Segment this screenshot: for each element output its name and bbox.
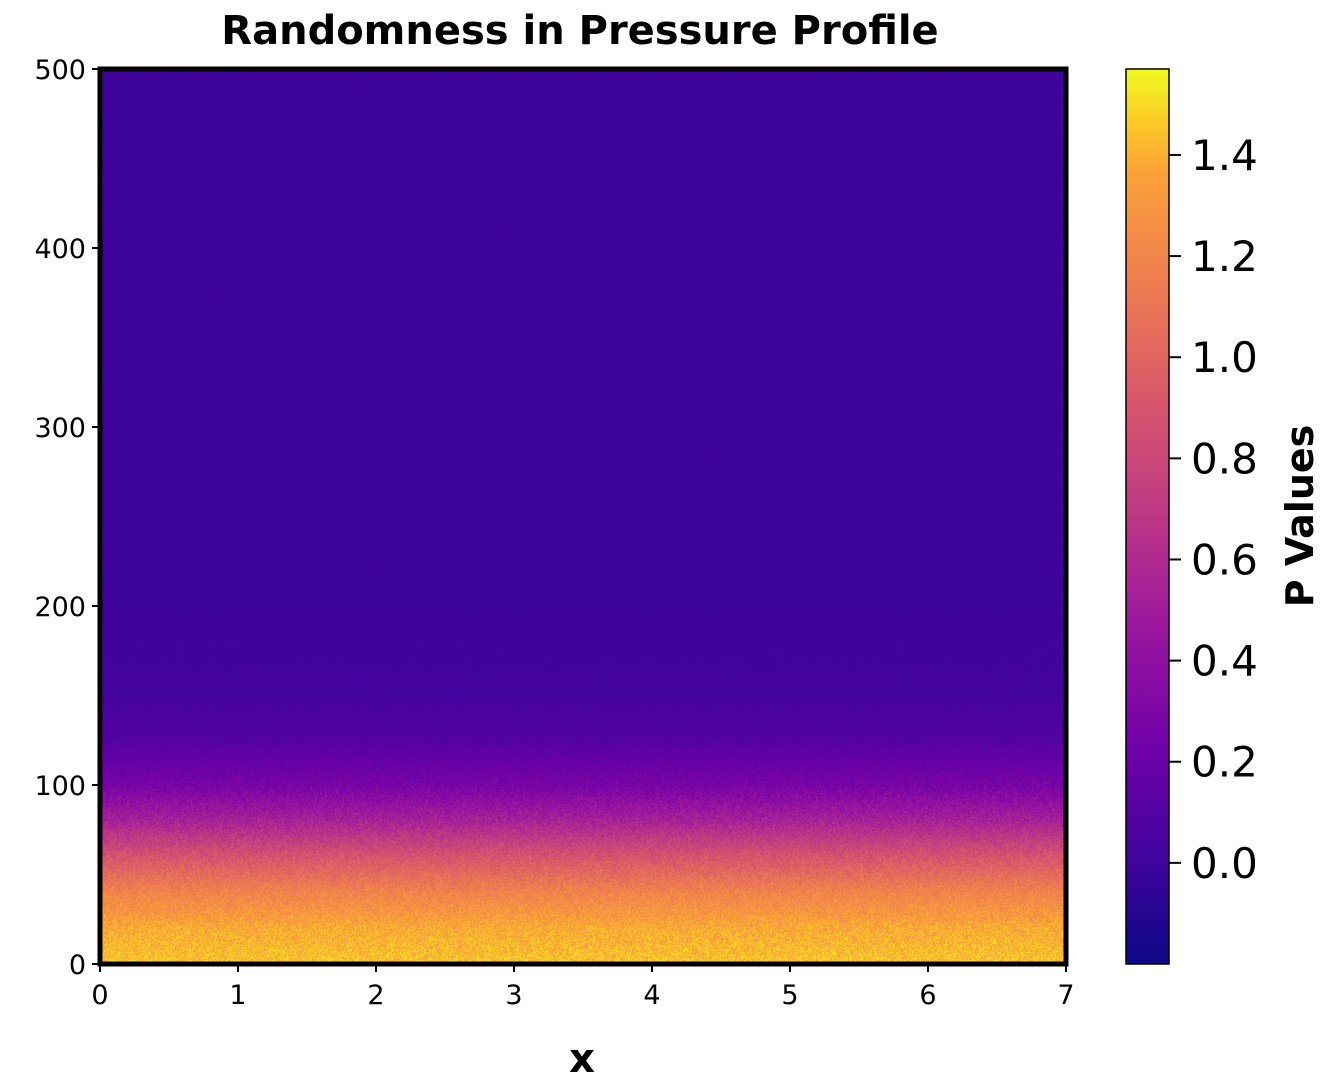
y-tick-label: 500	[34, 55, 86, 86]
colorbar	[1125, 68, 1170, 965]
x-tick-label: 0	[91, 980, 108, 1011]
y-tick-label: 200	[34, 592, 86, 623]
colorbar-tick-label: 1.2	[1191, 232, 1258, 281]
x-tick-label: 2	[367, 980, 384, 1011]
colorbar-tick-label: 0.4	[1191, 637, 1258, 686]
x-tick-label: 5	[781, 980, 798, 1011]
plot-frame	[97, 66, 1069, 967]
x-tick-label: 6	[919, 980, 936, 1011]
x-tick-label: 3	[505, 980, 522, 1011]
x-tick-label: 7	[1057, 980, 1074, 1011]
colorbar-axis: 0.0 0.2 0.4 0.6 0.8 1.0 1.2 1.4	[1169, 131, 1258, 888]
x-tick-label: 1	[229, 980, 246, 1011]
colorbar-tick-label: 0.8	[1191, 434, 1258, 483]
y-tick-label: 100	[34, 771, 86, 802]
y-tick-label: 300	[34, 413, 86, 444]
y-axis: 0 100 200 300 400 500	[34, 55, 100, 981]
x-axis-label: x	[569, 1036, 595, 1082]
colorbar-tick-label: 0.6	[1191, 535, 1258, 584]
colorbar-tick-label: 1.0	[1191, 333, 1258, 382]
heatmap-image	[100, 69, 1066, 964]
chart-title: Randomness in Pressure Profile	[221, 8, 938, 54]
x-axis: 0 1 2 3 4 5 6 7	[91, 964, 1075, 1011]
colorbar-tick-label: 0.0	[1191, 839, 1258, 888]
y-tick-label: 0	[69, 950, 86, 981]
x-tick-label: 4	[643, 980, 660, 1011]
colorbar-label: P Values	[1278, 425, 1322, 608]
y-tick-label: 400	[34, 234, 86, 265]
colorbar-tick-label: 0.2	[1191, 738, 1258, 787]
colorbar-tick-label: 1.4	[1191, 131, 1258, 180]
heatmap-cells	[100, 69, 1066, 964]
